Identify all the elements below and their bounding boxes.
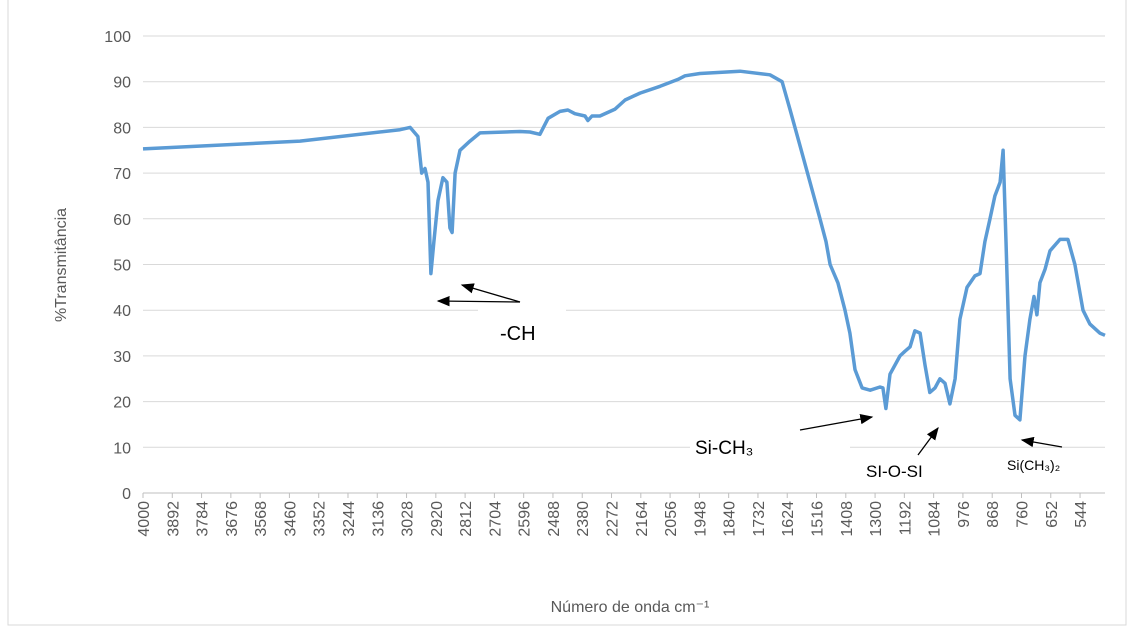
y-tick-label: 60 (113, 212, 131, 229)
x-tick-label: 2920 (429, 501, 446, 537)
y-tick-label: 10 (113, 440, 131, 457)
x-tick-label: 1948 (692, 501, 709, 537)
x-tick-label: 2812 (458, 501, 475, 537)
x-tick-label: 3892 (165, 501, 182, 537)
x-tick-label: 1624 (780, 501, 797, 537)
y-tick-label: 80 (113, 120, 131, 137)
y-tick-label: 20 (113, 395, 131, 412)
arrow (460, 283, 521, 303)
x-tick-label: 3352 (312, 501, 329, 537)
arrow (917, 426, 939, 456)
x-tick-label: 2380 (575, 501, 592, 537)
x-tick-label: 1732 (751, 501, 768, 537)
x-tick-label: 2056 (663, 501, 680, 537)
axes: 0 10 20 30 40 50 60 70 80 90 100 4000 3892 3784 3676 35… (104, 29, 1105, 537)
x-tick-label: 3784 (195, 501, 212, 537)
y-tick-label: 30 (113, 349, 131, 366)
x-tick-label: 2596 (517, 501, 534, 537)
x-tick-label: 868 (985, 501, 1002, 528)
x-tick-label: 2272 (605, 501, 622, 537)
annotation-box (478, 305, 566, 355)
annotation: Si(CH₃)₂ (1007, 457, 1060, 473)
y-tick-label: 40 (113, 303, 131, 320)
y-tick-label: 70 (113, 166, 131, 183)
x-tick-label: 652 (1044, 501, 1061, 528)
arrow (1020, 436, 1063, 448)
x-tick-label: 3676 (224, 501, 241, 537)
x-axis-label: Número de onda cm⁻¹ (551, 599, 710, 616)
x-tick-label: 3460 (282, 501, 299, 537)
y-tick-label: 0 (122, 486, 131, 503)
y-tick-label: 50 (113, 258, 131, 275)
x-tick-label: 976 (956, 501, 973, 528)
chart-border (7, 0, 1127, 626)
x-tick-label: 2704 (487, 501, 504, 537)
y-axis-label: %Transmitância (53, 208, 70, 322)
x-tick-label: 1192 (897, 501, 914, 536)
arrow (436, 295, 521, 307)
y-tick-label: 90 (113, 75, 131, 92)
grid (143, 35, 1105, 494)
x-tick-label: 3136 (370, 501, 387, 537)
annotation-box (860, 452, 950, 482)
x-tick-label: 2488 (546, 501, 563, 537)
x-tick-label: 2164 (634, 501, 651, 537)
x-tick-label: 3028 (400, 501, 417, 537)
annotation: Si-CH₃ (695, 438, 753, 459)
x-tick-label: 3244 (341, 501, 358, 537)
x-tick-label: 1084 (927, 501, 944, 537)
x-tick-label: 1516 (810, 501, 827, 537)
annotations: -CH Si-CH₃ SI-O-SI Si(CH₃)₂ (436, 283, 1095, 482)
spectrum-line (142, 69, 1106, 422)
x-tick-label: 1300 (868, 501, 885, 537)
arrow (799, 413, 874, 431)
y-tick-label: 100 (104, 29, 131, 46)
x-tick-label: 4000 (136, 501, 153, 537)
x-tick-label: 1408 (839, 501, 856, 537)
x-tick-label: 760 (1014, 501, 1031, 528)
x-tick-label: 544 (1073, 501, 1090, 528)
annotation: -CH (500, 323, 536, 345)
annotation-box (690, 432, 850, 460)
x-tick-label: 1840 (722, 501, 739, 537)
plot (142, 69, 1106, 422)
annotation: SI-O-SI (866, 462, 923, 481)
x-tick-label: 3568 (253, 501, 270, 537)
annotation-box (995, 448, 1095, 478)
